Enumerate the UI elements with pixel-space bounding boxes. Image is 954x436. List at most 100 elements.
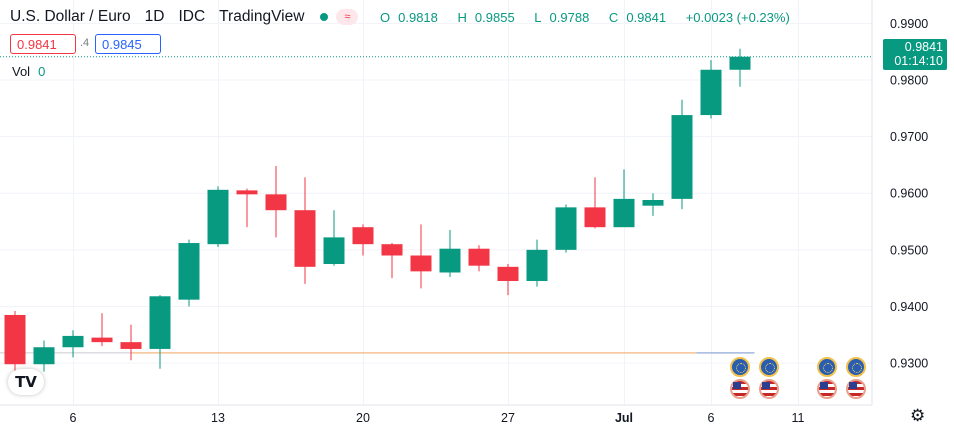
- candle-body: [642, 200, 664, 206]
- candle[interactable]: [584, 177, 606, 229]
- candle[interactable]: [120, 324, 142, 361]
- time-tick-label: 20: [356, 411, 370, 425]
- bar-countdown: 01:14:10: [894, 54, 943, 68]
- candle-body: [410, 255, 432, 272]
- delayed-data-icon[interactable]: ≈: [336, 9, 359, 25]
- candle-body: [584, 207, 606, 228]
- ohlc-values: O 0.9818 H 0.9855 L 0.9788 C 0.9841 +0.0023 …: [380, 10, 798, 25]
- open-value: 0.9818: [398, 10, 438, 25]
- us-flag-icon[interactable]: [730, 379, 750, 399]
- eu-flag-icon[interactable]: [730, 357, 750, 377]
- sell-button[interactable]: 0.9841: [10, 34, 76, 54]
- time-tick-label: 27: [501, 411, 515, 425]
- tradingview-logo-icon[interactable]: TV: [8, 369, 44, 395]
- time-axis-labels: 6 13 20 27 Jul 6 11: [70, 411, 805, 425]
- candle-body: [149, 296, 171, 349]
- candle-body: [294, 210, 316, 267]
- candle[interactable]: [352, 224, 374, 256]
- market-status-icon[interactable]: [320, 13, 329, 21]
- us-flag-icon[interactable]: [759, 379, 779, 399]
- candle-body: [120, 342, 142, 349]
- volume-legend[interactable]: Vol 0: [12, 64, 45, 79]
- candle[interactable]: [178, 239, 200, 307]
- candle[interactable]: [468, 245, 490, 272]
- eu-flag-icon[interactable]: [846, 357, 866, 377]
- candle[interactable]: [526, 239, 548, 287]
- candle-body: [62, 335, 84, 348]
- change-value: +0.0023 (+0.23%): [685, 10, 790, 25]
- price-tick-label: 0.9300: [890, 357, 928, 371]
- gear-icon[interactable]: ⚙: [910, 406, 926, 425]
- candle[interactable]: [62, 330, 84, 358]
- price-tick-label: 0.9400: [890, 300, 928, 314]
- price-tick-label: 0.9500: [890, 243, 928, 257]
- candle[interactable]: [4, 310, 26, 375]
- candle[interactable]: [613, 169, 635, 228]
- exchange: IDC: [178, 8, 206, 25]
- interval[interactable]: 1D: [144, 8, 165, 25]
- candle-body: [613, 198, 635, 228]
- close-value: 0.9841: [626, 10, 667, 25]
- price-tick-label: 0.9900: [890, 17, 928, 31]
- volume-value: 0: [38, 64, 46, 79]
- candle[interactable]: [439, 230, 461, 278]
- candle-body: [91, 337, 113, 343]
- high-value: 0.9855: [474, 10, 515, 25]
- open-label: O: [380, 10, 391, 25]
- time-tick-label: 6: [70, 411, 77, 425]
- candle-body: [729, 56, 751, 70]
- candle[interactable]: [207, 186, 229, 248]
- candle-body: [178, 243, 200, 300]
- last-price-value: 0.9841: [904, 40, 943, 54]
- candle[interactable]: [700, 60, 722, 119]
- us-flag-icon[interactable]: [817, 379, 837, 399]
- candle-body: [236, 190, 258, 195]
- candle-body: [555, 207, 577, 250]
- candle[interactable]: [323, 210, 345, 266]
- volume-label: Vol: [12, 64, 31, 79]
- candle[interactable]: [265, 166, 287, 238]
- candle-body: [381, 244, 403, 256]
- candle[interactable]: [642, 193, 664, 216]
- buy-button[interactable]: 0.9845: [95, 34, 161, 54]
- candle[interactable]: [294, 177, 316, 284]
- candles: [4, 48, 751, 375]
- candle[interactable]: [149, 295, 171, 369]
- eu-flag-icon[interactable]: [817, 357, 837, 377]
- symbol-name[interactable]: U.S. Dollar / Euro: [10, 8, 131, 25]
- price-axis-labels: 0.9900 0.9800 0.9700 0.9600 0.9500 0.9400 0.93…: [890, 17, 928, 371]
- candle[interactable]: [91, 313, 113, 347]
- time-tick-label: 11: [792, 411, 805, 425]
- candle[interactable]: [410, 224, 432, 289]
- candle[interactable]: [497, 263, 519, 296]
- price-tick-label: 0.9700: [890, 130, 928, 144]
- high-label: H: [457, 10, 467, 25]
- candle[interactable]: [729, 48, 751, 87]
- us-flag-icon[interactable]: [846, 379, 866, 399]
- eu-flag-icon[interactable]: [759, 357, 779, 377]
- time-tick-label: 13: [211, 411, 225, 425]
- candle[interactable]: [381, 243, 403, 279]
- candle-body: [700, 69, 722, 116]
- candle-body: [468, 248, 490, 266]
- candle[interactable]: [33, 340, 55, 372]
- candle[interactable]: [671, 99, 693, 210]
- candle-body: [4, 314, 26, 365]
- candle-body: [352, 227, 374, 245]
- candle-body: [207, 189, 229, 245]
- low-value: 0.9788: [549, 10, 590, 25]
- time-tick-label: Jul: [615, 411, 633, 425]
- chart-grid: [0, 0, 872, 405]
- candle[interactable]: [236, 188, 258, 228]
- chart-header: U.S. Dollar / Euro 1D IDC TradingView ≈: [10, 6, 359, 28]
- last-price-tag: 0.9841 01:14:10: [883, 39, 947, 70]
- data-source: TradingView: [219, 8, 305, 25]
- time-tick-label: 6: [708, 411, 715, 425]
- candle-body: [526, 249, 548, 281]
- candle[interactable]: [555, 204, 577, 253]
- candle-body: [265, 194, 287, 211]
- price-tick-label: 0.9600: [890, 187, 928, 201]
- candle-body: [323, 237, 345, 264]
- candle-body: [497, 266, 519, 281]
